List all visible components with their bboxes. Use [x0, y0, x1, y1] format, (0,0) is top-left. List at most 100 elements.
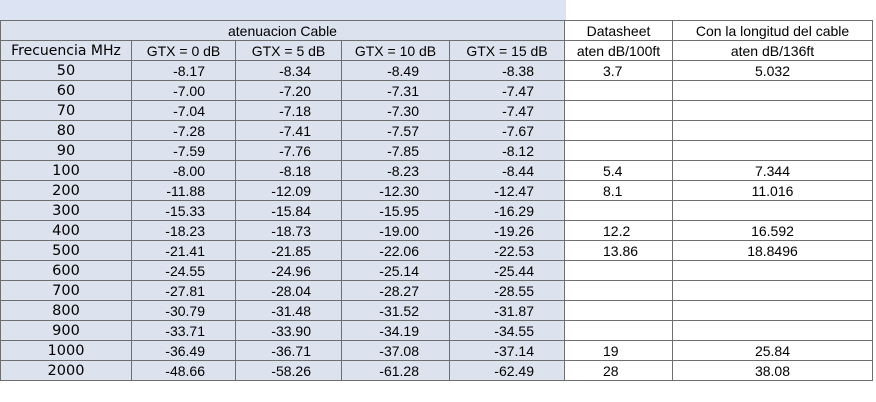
length-cell	[672, 260, 873, 281]
table-row: 90 -7.59 -7.76 -7.85 -8.12	[0, 140, 873, 161]
datasheet-cell: 19	[564, 340, 673, 361]
table-row: 1000 -36.49 -36.71 -37.08 -37.14 19 25.84	[0, 340, 873, 361]
gtx-5-cell: -31.48	[235, 300, 342, 321]
gtx-0-cell: -7.04	[131, 100, 236, 121]
length-cell: 7.344	[672, 160, 873, 181]
datasheet-cell	[564, 280, 673, 301]
table-row: 50 -8.17 -8.34 -8.49 -8.38 3.7 5.032	[0, 60, 873, 81]
table-title: atenuacion Cable	[0, 20, 565, 41]
gtx-0-cell: -18.23	[131, 220, 236, 241]
gtx-0-cell: -30.79	[131, 300, 236, 321]
frequency-cell: 600	[0, 260, 132, 281]
header-datasheet-unit: aten dB/100ft	[564, 40, 673, 61]
gtx-0-cell: -48.66	[131, 360, 236, 381]
length-cell	[672, 280, 873, 301]
gtx-15-cell: -7.67	[449, 120, 565, 141]
frequency-cell: 90	[0, 140, 132, 161]
gtx-10-cell: -61.28	[341, 360, 450, 381]
gtx-15-cell: -34.55	[449, 320, 565, 341]
datasheet-cell: 5.4	[564, 160, 673, 181]
gtx-10-cell: -34.19	[341, 320, 450, 341]
table-row: 100 -8.00 -8.18 -8.23 -8.44 5.4 7.344	[0, 160, 873, 181]
column-header-row: Frecuencia MHz GTX = 0 dB GTX = 5 dB GTX…	[0, 40, 873, 61]
length-cell: 38.08	[672, 360, 873, 381]
datasheet-cell	[564, 260, 673, 281]
gtx-10-cell: -7.57	[341, 120, 450, 141]
datasheet-cell: 3.7	[564, 60, 673, 81]
gtx-10-cell: -37.08	[341, 340, 450, 361]
gtx-10-cell: -15.95	[341, 200, 450, 221]
gtx-0-cell: -33.71	[131, 320, 236, 341]
table-row: 900 -33.71 -33.90 -34.19 -34.55	[0, 320, 873, 341]
gtx-5-cell: -58.26	[235, 360, 342, 381]
gtx-0-cell: -8.17	[131, 60, 236, 81]
frequency-cell: 70	[0, 100, 132, 121]
gtx-0-cell: -11.88	[131, 180, 236, 201]
datasheet-cell	[564, 200, 673, 221]
length-cell	[672, 300, 873, 321]
table-row: 600 -24.55 -24.96 -25.14 -25.44	[0, 260, 873, 281]
gtx-0-cell: -36.49	[131, 340, 236, 361]
datasheet-cell	[564, 80, 673, 101]
gtx-10-cell: -12.30	[341, 180, 450, 201]
frequency-cell: 60	[0, 80, 132, 101]
table-row: 2000 -48.66 -58.26 -61.28 -62.49 28 38.08	[0, 360, 873, 381]
gtx-10-cell: -28.27	[341, 280, 450, 301]
table-row: 700 -27.81 -28.04 -28.27 -28.55	[0, 280, 873, 301]
gtx-0-cell: -7.59	[131, 140, 236, 161]
length-cell	[672, 320, 873, 341]
frequency-cell: 800	[0, 300, 132, 321]
datasheet-cell: 13.86	[564, 240, 673, 261]
group-header-row: atenuacion Cable Datasheet Con la longit…	[0, 20, 873, 41]
table-row: 800 -30.79 -31.48 -31.52 -31.87	[0, 300, 873, 321]
gtx-15-cell: -31.87	[449, 300, 565, 321]
frequency-cell: 100	[0, 160, 132, 181]
gtx-5-cell: -18.73	[235, 220, 342, 241]
gtx-0-cell: -21.41	[131, 240, 236, 261]
table-row: 80 -7.28 -7.41 -7.57 -7.67	[0, 120, 873, 141]
table-row: 400 -18.23 -18.73 -19.00 -19.26 12.2 16.592	[0, 220, 873, 241]
header-length-unit: aten dB/136ft	[672, 40, 873, 61]
frequency-cell: 700	[0, 280, 132, 301]
gtx-10-cell: -7.85	[341, 140, 450, 161]
header-gtx-5: GTX = 5 dB	[235, 40, 342, 61]
datasheet-cell	[564, 300, 673, 321]
gtx-15-cell: -62.49	[449, 360, 565, 381]
length-header: Con la longitud del cable	[672, 20, 873, 41]
frequency-cell: 900	[0, 320, 132, 341]
table-row: 70 -7.04 -7.18 -7.30 -7.47	[0, 100, 873, 121]
length-cell	[672, 120, 873, 141]
datasheet-header: Datasheet	[564, 20, 673, 41]
length-cell: 16.592	[672, 220, 873, 241]
gtx-0-cell: -27.81	[131, 280, 236, 301]
gtx-5-cell: -7.18	[235, 100, 342, 121]
frequency-cell: 80	[0, 120, 132, 141]
table-row: 500 -21.41 -21.85 -22.06 -22.53 13.86 18.8496	[0, 240, 873, 261]
gtx-5-cell: -28.04	[235, 280, 342, 301]
top-band	[0, 0, 566, 20]
length-cell: 5.032	[672, 60, 873, 81]
gtx-15-cell: -28.55	[449, 280, 565, 301]
datasheet-cell: 8.1	[564, 180, 673, 201]
length-cell: 11.016	[672, 180, 873, 201]
gtx-5-cell: -8.18	[235, 160, 342, 181]
frequency-cell: 400	[0, 220, 132, 241]
gtx-0-cell: -8.00	[131, 160, 236, 181]
gtx-15-cell: -37.14	[449, 340, 565, 361]
gtx-5-cell: -7.20	[235, 80, 342, 101]
datasheet-cell	[564, 140, 673, 161]
gtx-15-cell: -25.44	[449, 260, 565, 281]
datasheet-cell: 28	[564, 360, 673, 381]
gtx-10-cell: -31.52	[341, 300, 450, 321]
gtx-15-cell: -8.38	[449, 60, 565, 81]
datasheet-cell	[564, 320, 673, 341]
gtx-0-cell: -15.33	[131, 200, 236, 221]
frequency-cell: 50	[0, 60, 132, 81]
header-gtx-0: GTX = 0 dB	[131, 40, 236, 61]
length-cell: 25.84	[672, 340, 873, 361]
length-cell	[672, 140, 873, 161]
gtx-15-cell: -16.29	[449, 200, 565, 221]
frequency-cell: 2000	[0, 360, 132, 381]
gtx-15-cell: -8.44	[449, 160, 565, 181]
table-row: 60 -7.00 -7.20 -7.31 -7.47	[0, 80, 873, 101]
